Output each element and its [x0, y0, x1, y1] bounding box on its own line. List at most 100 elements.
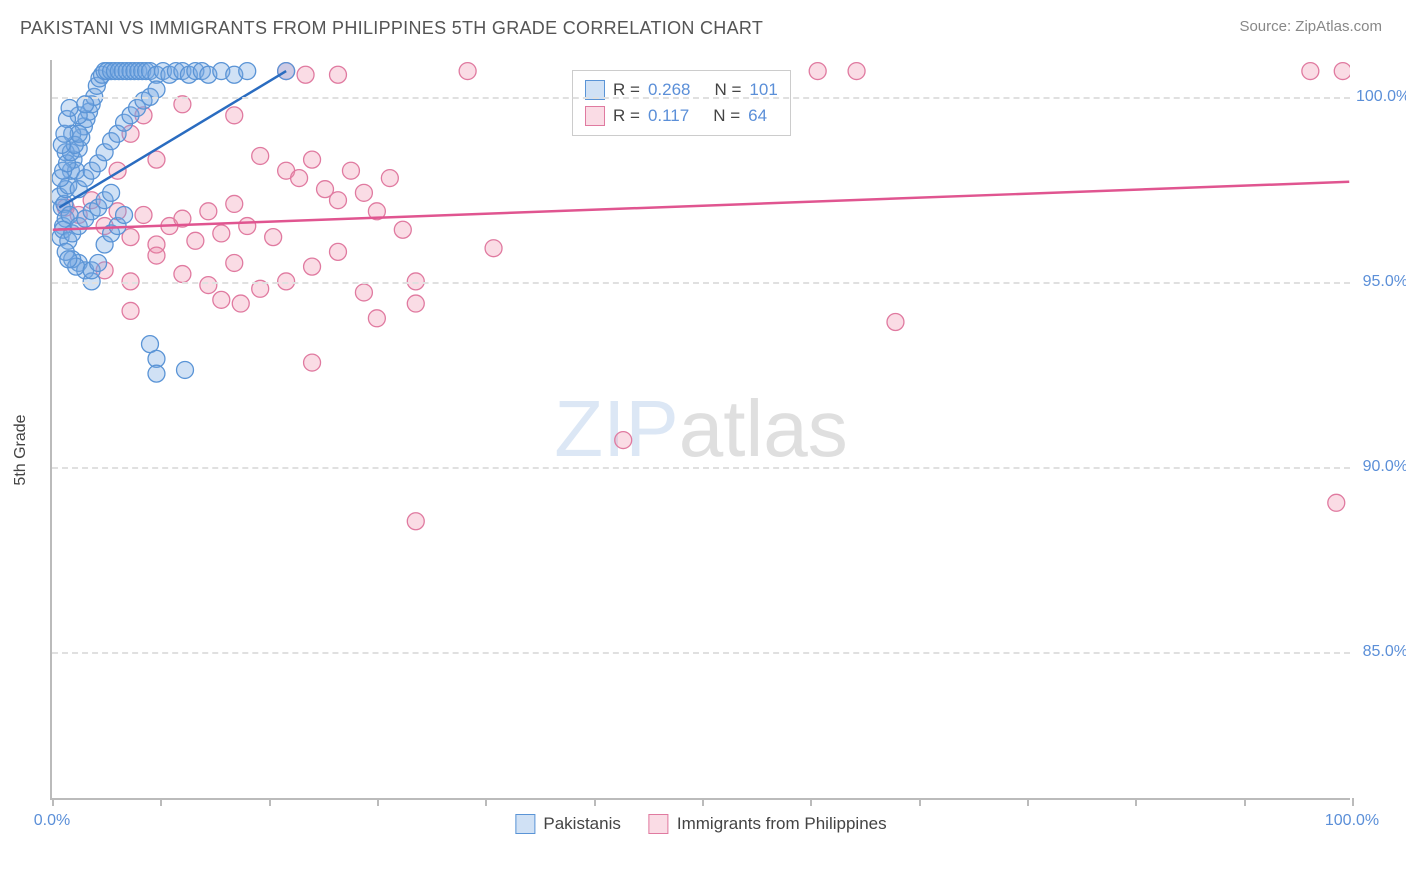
point-a [142, 63, 159, 80]
point-b [96, 218, 113, 235]
gridline-h [52, 467, 1350, 469]
watermark-part2: atlas [679, 384, 848, 473]
point-b [304, 151, 321, 168]
point-a [70, 125, 87, 142]
stats-r-value-a: 0.268 [648, 77, 691, 103]
point-b [615, 432, 632, 449]
x-tick [269, 798, 271, 806]
trendline-b [53, 182, 1349, 230]
x-tick [1135, 798, 1137, 806]
x-tick [594, 798, 596, 806]
point-a [96, 63, 113, 80]
point-b [355, 184, 372, 201]
point-b [122, 302, 139, 319]
stats-n-value-a: 101 [749, 77, 777, 103]
watermark: ZIPatlas [554, 383, 847, 475]
x-tick [1352, 798, 1354, 806]
gridline-h [52, 282, 1350, 284]
point-b [485, 240, 502, 257]
point-a [134, 63, 151, 80]
point-a [103, 133, 120, 150]
point-b [407, 295, 424, 312]
point-a [56, 195, 73, 212]
point-a [52, 188, 68, 205]
point-b [174, 266, 191, 283]
point-a [66, 136, 83, 153]
point-a [70, 107, 87, 124]
point-a [56, 125, 73, 142]
point-a [64, 225, 81, 242]
point-b [278, 63, 295, 80]
point-a [81, 103, 98, 120]
point-a [70, 254, 87, 271]
point-b [148, 151, 165, 168]
header: PAKISTANI VS IMMIGRANTS FROM PHILIPPINES… [0, 0, 1406, 47]
point-a [78, 111, 95, 128]
chart-title: PAKISTANI VS IMMIGRANTS FROM PHILIPPINES… [20, 18, 763, 39]
point-a [77, 262, 94, 279]
x-tick [702, 798, 704, 806]
point-b [342, 162, 359, 179]
scatter-layer [52, 60, 1350, 798]
point-b [368, 203, 385, 220]
source-label: Source: ZipAtlas.com [1239, 18, 1382, 35]
point-b [174, 210, 191, 227]
point-a [60, 232, 77, 249]
point-a [154, 63, 171, 80]
point-a [130, 63, 147, 80]
point-a [55, 162, 72, 179]
point-a [68, 258, 85, 275]
stats-swatch-b [585, 106, 605, 126]
stats-row-b: R = 0.117 N = 64 [585, 103, 778, 129]
point-b [109, 203, 126, 220]
point-a [148, 81, 165, 98]
legend-swatch-b [649, 814, 669, 834]
x-tick-label: 0.0% [34, 812, 70, 830]
point-b [252, 147, 269, 164]
point-b [226, 107, 243, 124]
point-b [459, 63, 476, 80]
point-a [83, 203, 100, 220]
point-b [297, 66, 314, 83]
point-a [193, 63, 210, 80]
point-b [848, 63, 865, 80]
legend-swatch-a [515, 814, 535, 834]
point-a [96, 236, 113, 253]
point-b [122, 229, 139, 246]
x-tick [160, 798, 162, 806]
point-b [226, 254, 243, 271]
chart-container: 5th Grade ZIPatlas R = 0.268 N = 101 R =… [0, 50, 1406, 850]
x-tick [52, 798, 54, 806]
point-a [148, 365, 165, 382]
point-a [77, 170, 94, 187]
point-b [83, 192, 100, 209]
point-a [122, 63, 139, 80]
point-a [68, 162, 85, 179]
point-a [61, 99, 78, 116]
point-b [57, 199, 74, 216]
point-b [407, 513, 424, 530]
bottom-legend: Pakistanis Immigrants from Philippines [515, 814, 886, 834]
point-a [114, 63, 131, 80]
point-b [317, 181, 334, 198]
point-a [73, 129, 90, 146]
point-b [291, 170, 308, 187]
point-a [55, 218, 72, 235]
point-b [304, 258, 321, 275]
point-a [52, 170, 69, 187]
point-b [213, 291, 230, 308]
point-a [57, 243, 74, 260]
point-a [103, 63, 120, 80]
point-a [90, 254, 107, 271]
point-a [61, 207, 78, 224]
point-a [109, 218, 126, 235]
point-a [90, 155, 107, 172]
point-b [1302, 63, 1319, 80]
stats-r-label-a: R = [613, 77, 640, 103]
y-tick-label: 90.0% [1356, 458, 1406, 476]
stats-row-a: R = 0.268 N = 101 [585, 77, 778, 103]
gridline-h [52, 652, 1350, 654]
point-b [135, 207, 152, 224]
point-b [1334, 63, 1350, 80]
point-a [90, 199, 107, 216]
